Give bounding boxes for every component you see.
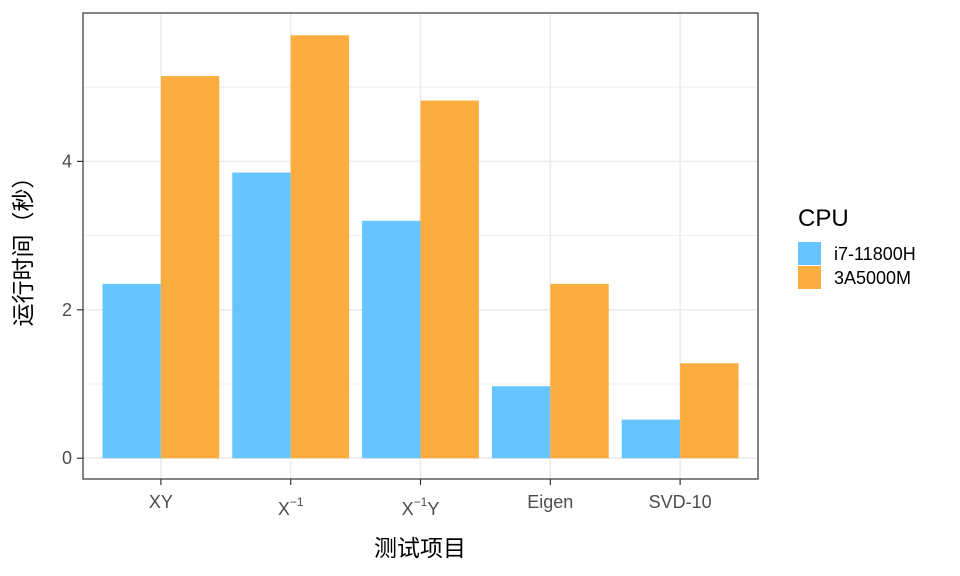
y-tick-label: 0 [62, 448, 72, 468]
bars [102, 35, 739, 459]
x-axis-title: 测试项目 [374, 536, 466, 562]
y-tick-label: 4 [62, 151, 72, 171]
bar-i7-11800h-4 [621, 419, 681, 459]
x-tick-label: X−1 [278, 495, 304, 519]
legend-label-i7-11800h: i7-11800H [834, 244, 916, 264]
legend-key-3a5000m [798, 266, 821, 289]
x-tick-label: SVD-10 [649, 492, 712, 512]
x-tick-label: XY [149, 492, 173, 512]
bar-3a5000m-1 [290, 35, 350, 459]
bar-3a5000m-0 [160, 76, 220, 459]
x-axis: XY X−1 X−1Y Eigen SVD-10 [149, 479, 712, 519]
y-tick-label: 2 [62, 300, 72, 320]
legend-key-i7-11800h [798, 242, 821, 265]
bar-3a5000m-3 [550, 283, 609, 459]
y-axis-title: 运行时间（秒） [11, 166, 37, 327]
y-axis: 0 2 4 [62, 151, 83, 468]
bar-3a5000m-4 [680, 363, 739, 459]
bar-i7-11800h-3 [491, 386, 551, 459]
bar-i7-11800h-1 [232, 172, 291, 459]
bar-3a5000m-2 [420, 100, 479, 459]
x-tick-label: Eigen [527, 492, 573, 512]
legend-title: CPU [798, 205, 849, 232]
bar-i7-11800h-2 [362, 220, 421, 459]
legend: CPU i7-11800H 3A5000M [798, 205, 916, 289]
bar-i7-11800h-0 [102, 283, 161, 459]
x-tick-label: X−1Y [402, 495, 440, 519]
legend-label-3a5000m: 3A5000M [834, 268, 911, 288]
